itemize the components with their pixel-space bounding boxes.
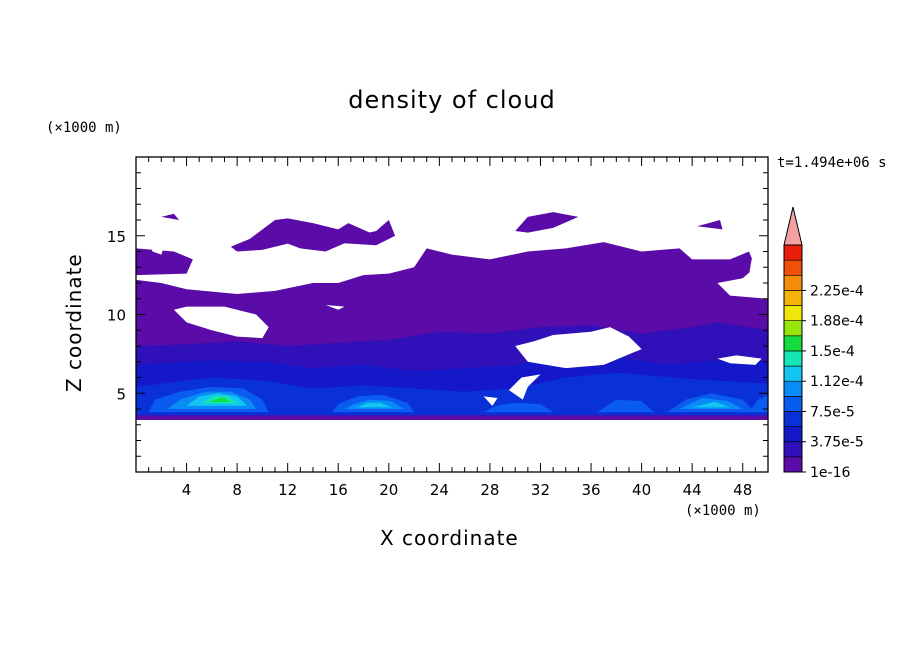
y-tick-label: 10 xyxy=(107,307,126,325)
colorbar-segment-7 xyxy=(783,350,803,367)
colorbar-segment-8 xyxy=(783,335,803,352)
contour-region-22 xyxy=(692,401,731,408)
colorbar-segment-6 xyxy=(783,365,803,382)
colorbar-label: 3.75e-5 xyxy=(810,435,864,451)
contour-region-6 xyxy=(697,220,723,230)
y-tick-label: 5 xyxy=(116,385,126,403)
x-axis-unit: (×1000 m) xyxy=(685,503,761,519)
x-tick-label: 44 xyxy=(683,481,702,499)
colorbar-extend-arrow xyxy=(783,206,803,246)
x-tick-label: 28 xyxy=(480,481,499,499)
y-axis-label: Z coordinate xyxy=(62,253,86,392)
colorbar: 1e-16 3.75e-5 7.5e-5 1.12e-4 1.5e-4 1.88e-4 2.… xyxy=(783,206,864,481)
colorbar-segment-9 xyxy=(783,320,803,337)
clear-region-0 xyxy=(173,306,269,339)
colorbar-label: 2.25e-4 xyxy=(810,283,864,299)
chart-title: density of cloud xyxy=(348,86,556,114)
contour-region-4 xyxy=(515,212,579,233)
clear-region-6 xyxy=(483,396,498,406)
x-tick-label: 20 xyxy=(379,481,398,499)
contour-region-1 xyxy=(136,248,193,276)
colorbar-segment-5 xyxy=(783,380,803,397)
x-tick-label: 48 xyxy=(733,481,752,499)
colorbar-label: 1.5e-4 xyxy=(810,344,855,360)
clear-region-4 xyxy=(717,355,762,365)
y-axis-unit: (×1000 m) xyxy=(46,120,122,136)
colorbar-segment-13 xyxy=(783,259,803,276)
x-axis-ticks: 4 8 12 16 20 24 28 32 36 40 44 48 xyxy=(148,157,756,499)
colorbar-label: 1e-16 xyxy=(810,465,850,481)
clear-region-2 xyxy=(325,305,345,310)
x-tick-label: 12 xyxy=(278,481,297,499)
contour-region-23 xyxy=(749,394,768,413)
colorbar-border xyxy=(783,244,803,473)
x-tick-label: 24 xyxy=(430,481,449,499)
colorbar-segment-1 xyxy=(783,441,803,458)
clear-region-3 xyxy=(515,327,642,369)
contour-region-5 xyxy=(161,213,179,220)
colorbar-segment-14 xyxy=(783,244,803,261)
colorbar-segment-2 xyxy=(783,426,803,443)
contour-region-2 xyxy=(230,218,370,252)
colorbar-segment-10 xyxy=(783,305,803,321)
contour-region-3 xyxy=(325,220,396,246)
colorbar-segment-12 xyxy=(783,274,803,291)
y-tick-label: 15 xyxy=(107,228,126,246)
colorbar-segment-3 xyxy=(783,411,803,427)
contour-region-14 xyxy=(209,397,231,402)
contour-regions xyxy=(136,212,768,420)
x-tick-label: 8 xyxy=(232,481,242,499)
colorbar-label: 1.88e-4 xyxy=(810,314,864,330)
contour-region-18 xyxy=(483,402,554,413)
contour-region-17 xyxy=(357,402,393,408)
clear-region-7 xyxy=(749,254,768,276)
clear-region-1 xyxy=(148,238,166,255)
clear-region-5 xyxy=(508,374,541,400)
x-axis-label: X coordinate xyxy=(380,526,519,550)
y-axis-ticks: 5 10 15 xyxy=(107,172,768,457)
x-tick-label: 4 xyxy=(182,481,192,499)
colorbar-segment-11 xyxy=(783,290,803,306)
timestamp-label: t=1.494e+06 s xyxy=(777,155,887,171)
x-tick-label: 32 xyxy=(531,481,550,499)
contour-region-19 xyxy=(597,399,655,413)
x-tick-label: 36 xyxy=(581,481,600,499)
x-tick-label: 40 xyxy=(632,481,651,499)
colorbar-label: 1.12e-4 xyxy=(810,374,864,390)
x-tick-label: 16 xyxy=(329,481,348,499)
colorbar-segment-0 xyxy=(783,456,803,473)
colorbar-label: 7.5e-5 xyxy=(810,404,855,420)
colorbar-segment-4 xyxy=(783,396,803,412)
